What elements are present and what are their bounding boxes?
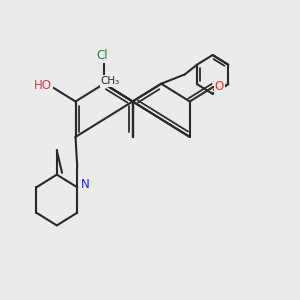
Text: N: N bbox=[80, 178, 89, 191]
Text: Cl: Cl bbox=[97, 49, 108, 62]
Text: HO: HO bbox=[34, 79, 52, 92]
Text: CH₃: CH₃ bbox=[100, 76, 120, 86]
Text: O: O bbox=[215, 80, 224, 93]
